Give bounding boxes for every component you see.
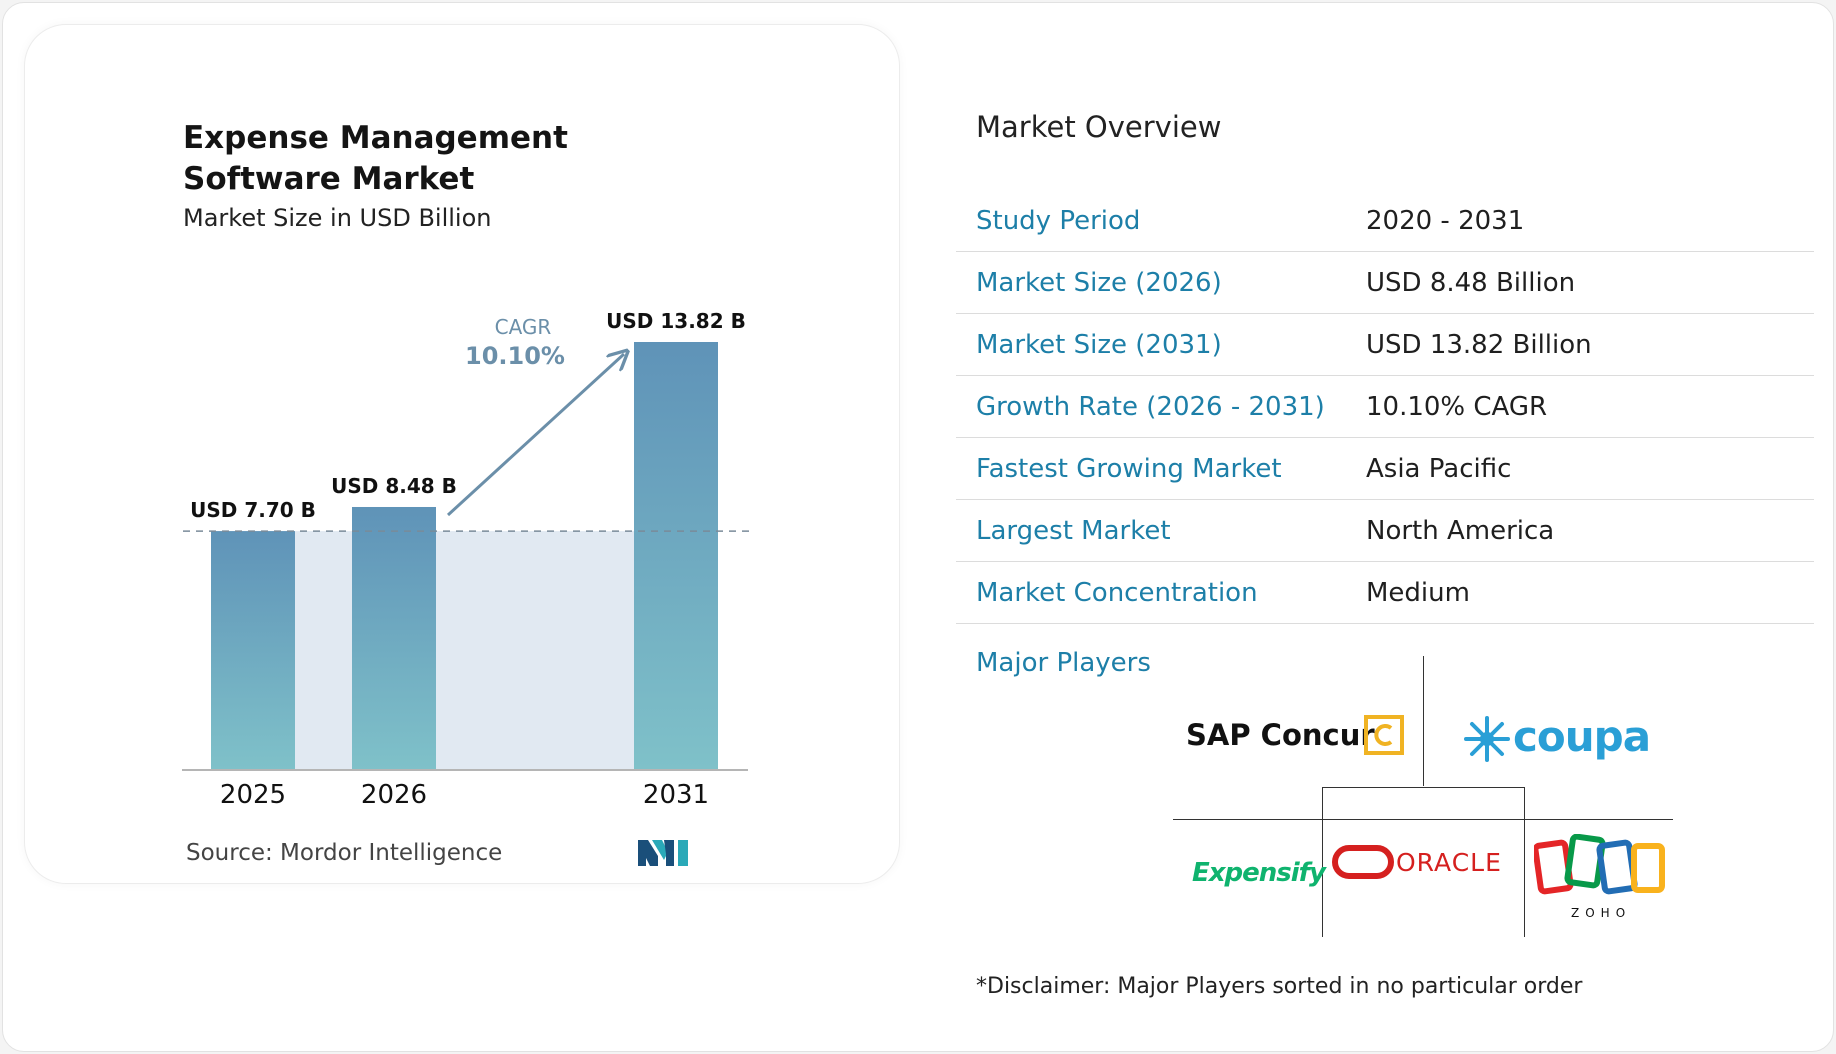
- overview-row: Market Size (2026) USD 8.48 Billion: [956, 252, 1814, 314]
- chart-subtitle: Market Size in USD Billion: [183, 204, 492, 232]
- grid-divider: [1322, 787, 1323, 937]
- overview-label: Study Period: [976, 206, 1141, 236]
- overview-row: Fastest Growing Market Asia Pacific: [956, 438, 1814, 500]
- x-tick-label: 2026: [361, 780, 427, 810]
- overview-value: 10.10% CAGR: [1366, 392, 1548, 422]
- overview-label: Fastest Growing Market: [976, 454, 1282, 484]
- coupa-logo: coupa: [1513, 712, 1651, 761]
- oracle-logo: ORACLE: [1396, 848, 1502, 877]
- overview-row: Market Size (2031) USD 13.82 Billion: [956, 314, 1814, 376]
- expensify-logo: Expensify: [1192, 858, 1326, 888]
- data-label: USD 13.82 B: [606, 309, 746, 333]
- cagr-label: CAGR: [495, 315, 552, 339]
- bar-2031: [634, 342, 718, 769]
- source-text: Source: Mordor Intelligence: [186, 840, 503, 866]
- x-tick-label: 2031: [643, 780, 709, 810]
- sap-concur-c-icon: [1364, 715, 1404, 755]
- overview-label: Market Size (2026): [976, 268, 1222, 298]
- grid-divider: [1173, 819, 1673, 820]
- zoho-logo: ZOHO: [1571, 906, 1632, 920]
- data-label: USD 8.48 B: [331, 474, 457, 498]
- overview-value: Medium: [1366, 578, 1470, 608]
- overview-label: Growth Rate (2026 - 2031): [976, 392, 1325, 422]
- cagr-value: 10.10%: [465, 342, 565, 370]
- oracle-o-icon: [1332, 845, 1394, 879]
- cagr-arrow: [446, 354, 624, 517]
- coupa-snowflake-icon: [1464, 716, 1510, 762]
- bar-2026: [352, 506, 436, 769]
- grid-divider: [1524, 787, 1525, 937]
- disclaimer: *Disclaimer: Major Players sorted in no …: [976, 974, 1583, 999]
- data-label: USD 7.70 B: [190, 498, 316, 522]
- grid-divider: [1423, 656, 1424, 786]
- bar-2025: [211, 531, 295, 769]
- overview-row: Largest Market North America: [956, 500, 1814, 562]
- bar-chart: 2025 2026 2031 USD 7.70 B USD 8.48 B USD 13.8…: [182, 309, 752, 810]
- overview-label: Market Concentration: [976, 578, 1258, 608]
- overview-row: Market Concentration Medium: [956, 562, 1814, 624]
- zoho-logo-icon: [1534, 834, 1665, 895]
- baseline-band: [211, 531, 718, 769]
- overview-label: Market Size (2031): [976, 330, 1222, 360]
- x-tick-label: 2025: [220, 780, 286, 810]
- overview-value: Asia Pacific: [1366, 454, 1512, 484]
- overview-value: USD 13.82 Billion: [1366, 330, 1592, 360]
- mordor-logo-icon: [638, 840, 688, 866]
- overview-value: 2020 - 2031: [1366, 206, 1525, 236]
- overview-row: Growth Rate (2026 - 2031) 10.10% CAGR: [956, 376, 1814, 438]
- major-players-label: Major Players: [976, 648, 1151, 678]
- overview-row: Study Period 2020 - 2031: [956, 190, 1814, 252]
- grid-divider: [1322, 787, 1525, 788]
- sap-concur-logo: SAP Concur: [1186, 718, 1375, 752]
- overview-title: Market Overview: [976, 110, 1222, 144]
- overview-value: North America: [1366, 516, 1555, 546]
- chart-title: Expense Management Software Market: [183, 120, 568, 197]
- overview-label: Largest Market: [976, 516, 1171, 546]
- overview-value: USD 8.48 Billion: [1366, 268, 1576, 298]
